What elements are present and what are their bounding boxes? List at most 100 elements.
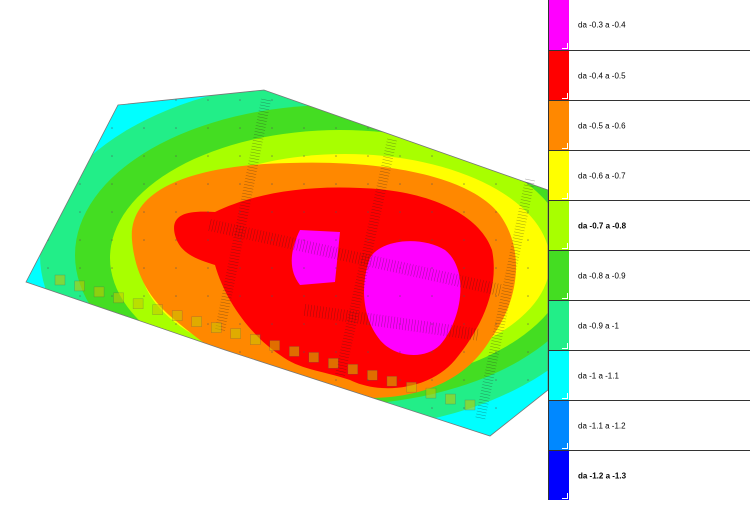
- beam-hatch-line: [484, 375, 494, 378]
- beam-hatch-line: [495, 322, 505, 326]
- beam-hatch-line: [378, 179, 388, 183]
- beam-hatch-line: [363, 312, 366, 325]
- beam-hatch-line: [480, 393, 491, 396]
- beam-hatch-line: [284, 236, 288, 248]
- mesh-node: [239, 407, 241, 409]
- mesh-node: [111, 379, 113, 381]
- beam-hatch-line: [343, 337, 353, 341]
- beam-hatch-line: [293, 238, 297, 250]
- beam-hatch-line: [221, 295, 232, 299]
- beam-hatch-line: [476, 410, 487, 414]
- mesh-node: [271, 323, 273, 325]
- beam-hatch-line: [385, 144, 396, 148]
- legend-swatch: [549, 101, 569, 150]
- swatch-corner-icon: [562, 243, 568, 249]
- mesh-node: [47, 267, 49, 269]
- mesh-node: [207, 99, 209, 101]
- beam-hatch-line: [220, 221, 224, 234]
- beam-hatch-line: [495, 319, 506, 323]
- mesh-node: [527, 239, 529, 241]
- mesh-node: [79, 127, 81, 129]
- mesh-node: [47, 379, 49, 381]
- column-block: [425, 387, 437, 399]
- mesh-node: [207, 295, 209, 297]
- legend-label: da -0.5 a -0.6: [578, 121, 626, 130]
- mesh-node: [271, 155, 273, 157]
- beam-hatch-line: [479, 396, 490, 399]
- beam-hatch-line: [490, 346, 501, 349]
- beam-hatch-line: [223, 222, 227, 235]
- beam-hatch-line: [259, 104, 270, 108]
- mesh-node: [111, 183, 113, 185]
- beam-hatch-line: [446, 324, 449, 337]
- mesh-node: [239, 127, 241, 129]
- mesh-node: [111, 267, 113, 269]
- beam-hatch-line: [258, 110, 269, 113]
- beam-hatch-line: [229, 257, 240, 261]
- beam-hatch-line: [341, 346, 351, 350]
- beam-hatch-line: [302, 240, 306, 252]
- contour-plot-viewport[interactable]: [0, 0, 549, 500]
- mesh-node: [367, 155, 369, 157]
- beam-hatch-line: [366, 229, 377, 233]
- mesh-node: [335, 183, 337, 185]
- beam-hatch-line: [505, 272, 516, 276]
- mesh-node: [463, 155, 465, 157]
- beam-hatch-line: [498, 308, 509, 311]
- beam-hatch-line: [469, 277, 473, 290]
- beam-hatch-line: [384, 315, 387, 328]
- beam-hatch-line: [220, 301, 231, 305]
- beam-hatch-line: [246, 169, 257, 172]
- beam-hatch-line: [486, 281, 490, 294]
- mesh-node: [175, 407, 177, 409]
- mesh-node: [79, 267, 81, 269]
- beam-hatch-line: [477, 279, 481, 292]
- beam-hatch-line: [355, 279, 366, 282]
- mesh-node: [239, 323, 241, 325]
- column-block: [132, 298, 144, 310]
- mesh-node: [111, 155, 113, 157]
- beam-hatch-line: [242, 190, 253, 193]
- beam-hatch-line: [497, 310, 508, 314]
- beam-hatch-line: [305, 240, 309, 253]
- legend-swatch: [549, 151, 569, 200]
- column-block: [386, 375, 398, 387]
- beam-hatch-line: [519, 205, 530, 208]
- beam-hatch-line: [489, 282, 493, 294]
- beam-hatch-line: [303, 304, 307, 316]
- mesh-node: [367, 211, 369, 213]
- beam-hatch-line: [379, 170, 390, 174]
- mesh-node: [367, 295, 369, 297]
- mesh-node: [271, 351, 273, 353]
- mesh-node: [303, 99, 305, 101]
- beam-hatch-line: [374, 194, 385, 197]
- beam-hatch-line: [306, 304, 310, 317]
- beam-hatch-line: [275, 234, 279, 246]
- beam-hatch-line: [495, 283, 499, 296]
- mesh-node: [367, 239, 369, 241]
- beam-hatch-line: [483, 280, 487, 293]
- beam-hatch-line: [290, 237, 294, 250]
- beam-hatch-line: [387, 259, 391, 271]
- beam-hatch-line: [378, 257, 382, 269]
- beam-hatch-line: [327, 307, 330, 320]
- mesh-node: [47, 323, 49, 325]
- beam-hatch-line: [367, 226, 378, 230]
- beam-hatch-line: [354, 251, 358, 264]
- mesh-node: [495, 295, 497, 297]
- beam-hatch-line: [249, 157, 260, 161]
- beam-hatch-line: [460, 275, 464, 288]
- beam-hatch-line: [214, 220, 218, 233]
- beam-hatch-line: [346, 249, 350, 262]
- beam-hatch-line: [221, 298, 231, 302]
- beam-hatch-line: [217, 316, 228, 319]
- beam-hatch-line: [248, 160, 259, 163]
- mesh-node: [335, 435, 337, 436]
- mesh-node: [399, 267, 401, 269]
- swatch-corner-icon: [562, 493, 568, 499]
- beam-hatch-line: [377, 182, 388, 186]
- mesh-node: [175, 351, 177, 353]
- beam-hatch-line: [340, 349, 351, 353]
- beam-hatch-line: [363, 253, 367, 266]
- beam-hatch-line: [251, 148, 261, 152]
